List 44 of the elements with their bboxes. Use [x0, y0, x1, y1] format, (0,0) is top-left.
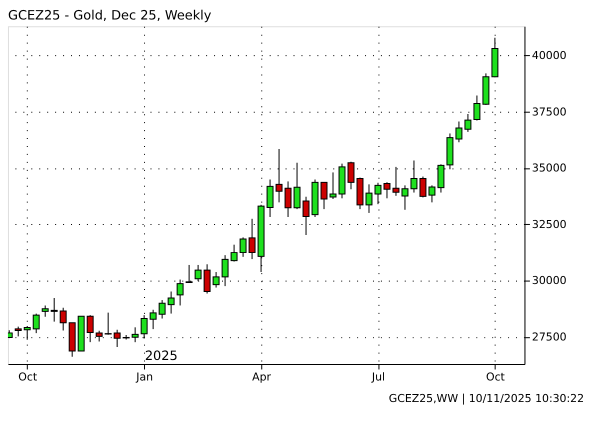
y-tick-label: 37500 — [532, 105, 567, 118]
candlestick — [42, 304, 49, 318]
y-tick-label: 35000 — [532, 162, 567, 175]
candlestick — [50, 298, 58, 322]
x-tick-label: Jan — [135, 370, 154, 384]
candlestick — [284, 180, 292, 218]
candlestick — [204, 264, 211, 294]
candlestick — [348, 161, 354, 190]
candlestick — [294, 162, 301, 210]
x-tick-label: Oct — [18, 370, 38, 384]
candlestick — [14, 326, 22, 337]
candlestick — [330, 172, 336, 200]
x-tick-label: Oct — [486, 370, 506, 384]
candlestick — [168, 291, 175, 314]
candlestick — [473, 95, 480, 122]
candlestick — [401, 184, 408, 210]
candlestick — [464, 113, 472, 132]
candlestick — [302, 196, 310, 236]
candlestick — [240, 236, 247, 258]
candlestick — [132, 326, 139, 343]
candlestick — [150, 309, 157, 330]
candlestick — [383, 182, 390, 199]
candlestick — [266, 179, 274, 218]
y-tick-label: 40000 — [532, 49, 567, 62]
candlestick — [428, 184, 436, 203]
candlestick — [212, 272, 220, 288]
text: GCEZ25,WW | 10/11/2025 10:30:22 — [388, 392, 584, 405]
candlestick — [419, 176, 426, 198]
candlestick — [320, 182, 328, 210]
annotation: 2025 — [144, 349, 178, 364]
candlestick — [158, 300, 166, 320]
x-tick-label: Jul — [370, 370, 386, 384]
y-tick-label: 30000 — [532, 274, 567, 288]
candlestick — [32, 313, 40, 334]
chart-title: GCEZ25 - Gold, Dec 25, Weekly — [8, 8, 212, 24]
y-tick-label: 32500 — [532, 218, 567, 231]
candlestick — [114, 329, 121, 348]
x-tick-label: Apr — [252, 370, 272, 384]
candlestick — [230, 244, 238, 262]
candlestick — [366, 184, 372, 214]
candlestick — [60, 307, 67, 331]
y-tick-label: 27500 — [532, 330, 567, 344]
candlestick — [455, 121, 462, 143]
candlestick — [104, 312, 112, 336]
